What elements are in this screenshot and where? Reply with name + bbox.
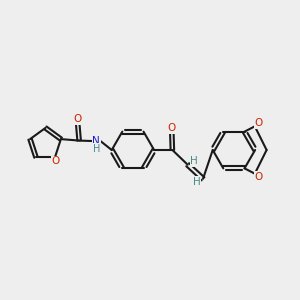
- Text: H: H: [92, 143, 100, 154]
- Text: N: N: [92, 136, 100, 146]
- Text: O: O: [168, 123, 176, 133]
- Text: O: O: [52, 156, 60, 166]
- Text: O: O: [255, 172, 263, 182]
- Text: O: O: [74, 114, 82, 124]
- Text: O: O: [255, 118, 263, 128]
- Text: H: H: [190, 156, 198, 166]
- Text: H: H: [193, 177, 200, 187]
